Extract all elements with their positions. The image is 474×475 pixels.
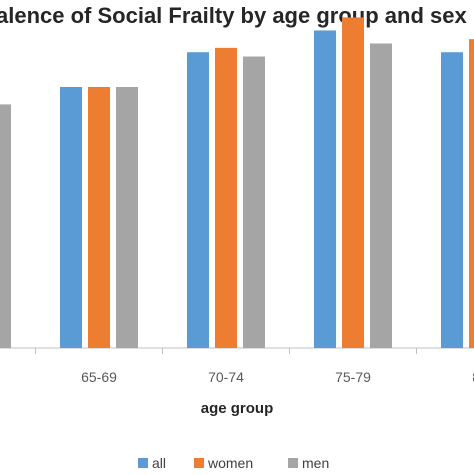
legend-swatch-men <box>288 458 298 468</box>
chart-title: alence of Social Frailty by age group an… <box>0 3 467 28</box>
bar-men-75-79 <box>370 43 392 348</box>
bar-all-65-69 <box>60 87 82 348</box>
x-tick-label: 75-79 <box>335 369 371 385</box>
x-tick-label: 70-74 <box>208 369 244 385</box>
legend-label-women: women <box>208 455 254 471</box>
bar-women-70-74 <box>215 47 237 348</box>
x-tick-label: 80 <box>472 369 474 385</box>
legend-swatch-women <box>194 458 204 468</box>
legend-item-men: men <box>288 455 329 471</box>
legend-label-men: men <box>302 455 330 471</box>
bar-all-70-74 <box>187 52 209 348</box>
legend-item-women: women <box>194 455 253 471</box>
bar-women-80 <box>469 39 474 349</box>
bar-women-75-79 <box>342 17 364 349</box>
bar-all-75-79 <box>314 30 336 348</box>
bar-men-cat0 <box>0 104 11 349</box>
bar-women-65-69 <box>88 87 110 348</box>
legend-item-all: all <box>138 455 166 471</box>
bar-men-70-74 <box>243 56 265 349</box>
legend-swatch-all <box>138 458 148 468</box>
bar-men-65-69 <box>116 87 138 348</box>
x-tick-label: 65-69 <box>81 369 117 385</box>
bar-all-80 <box>441 52 463 348</box>
x-axis-label: age group <box>200 400 274 417</box>
legend: all women men <box>0 455 474 475</box>
legend-label-all: all <box>152 455 167 471</box>
